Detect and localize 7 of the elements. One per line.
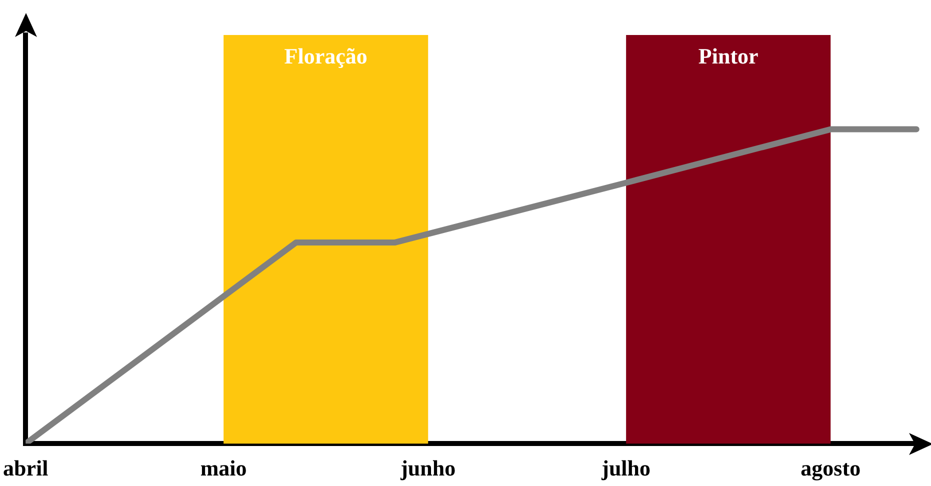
x-tick-label: julho [600, 455, 651, 480]
band-label: Floração [284, 44, 368, 69]
x-tick-label: junho [400, 455, 456, 480]
x-tick-label: maio [200, 455, 247, 480]
x-tick-label: agosto [800, 455, 861, 480]
band-label: Pintor [698, 44, 759, 69]
x-tick-label: abril [2, 455, 48, 480]
